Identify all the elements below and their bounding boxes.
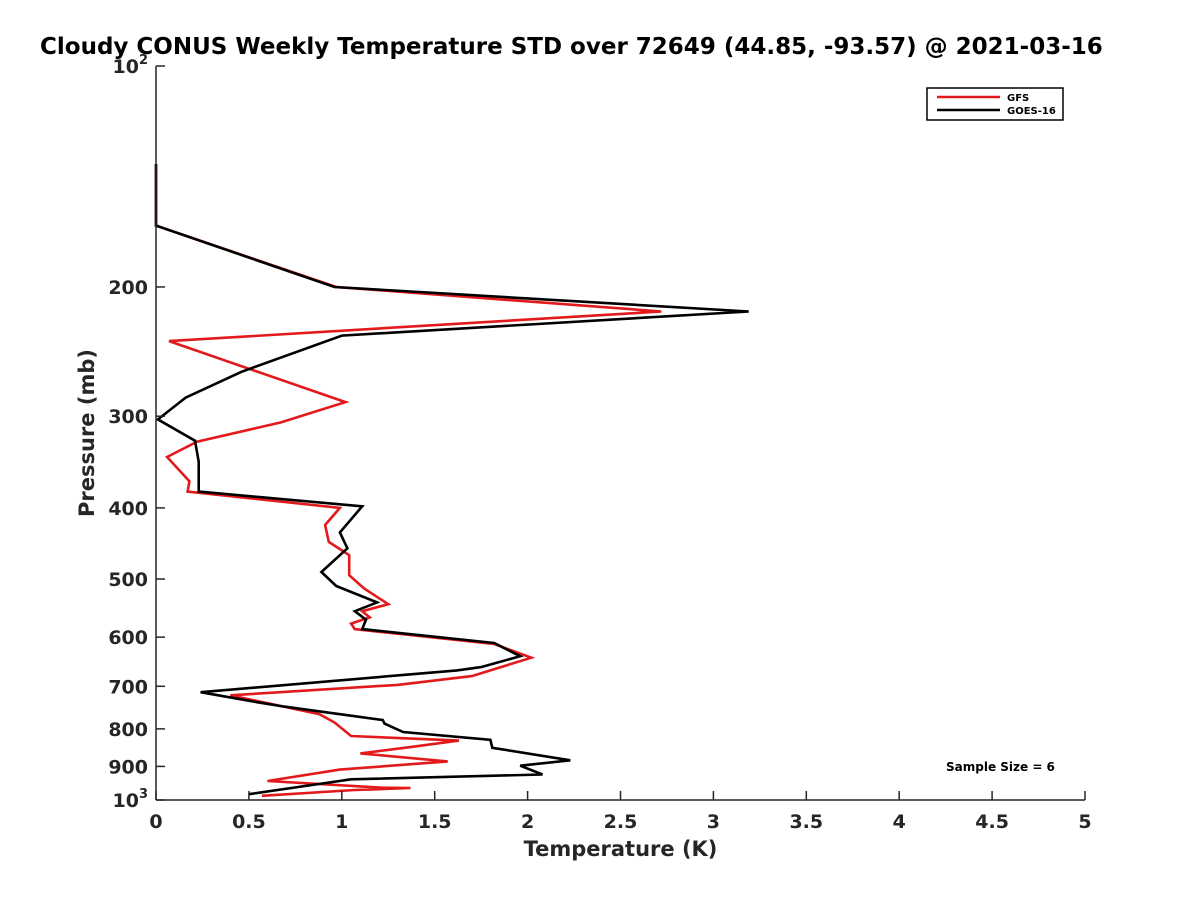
y-tick-label: 103 [113,787,149,812]
x-tick-label: 2.5 [604,811,638,833]
series-layer [154,164,749,798]
series-line-goes-16 [154,164,749,796]
x-tick-label: 0 [149,811,162,833]
y-tick-label: 900 [108,756,148,778]
legend: GFS GOES-16 [926,87,1064,121]
y-tick-label: 200 [108,277,148,299]
legend-box [926,87,1064,121]
y-tick-label: 700 [108,676,148,698]
series-line-gfs [154,164,662,798]
x-tick-label: 3.5 [789,811,823,833]
sample-size-annotation: Sample Size = 6 [946,760,1055,774]
x-tick-label: 0.5 [232,811,266,833]
x-tick-label: 3 [707,811,720,833]
chart-title: Cloudy CONUS Weekly Temperature STD over… [40,34,1103,60]
y-tick-label: 800 [108,719,148,741]
x-tick-label: 5 [1078,811,1091,833]
y-tick-label: 300 [108,406,148,428]
x-tick-label: 4.5 [975,811,1009,833]
x-tick-label: 4 [893,811,906,833]
axes-layer: 0 0.5 1 1.5 2 2.5 3 3.5 4 4.5 5 102 200 300 400 500 600 7… [108,53,1091,833]
x-axis-label: Temperature (K) [524,837,718,861]
y-tick-label: 600 [108,627,148,649]
y-tick-label: 500 [108,569,148,591]
y-tick-label: 400 [108,498,148,520]
y-axis-label: Pressure (mb) [75,349,99,517]
x-tick-label: 1.5 [418,811,452,833]
legend-label-gfs: GFS [1007,93,1029,104]
legend-label-goes16: GOES-16 [1007,106,1056,117]
y-tick-label: 102 [113,53,149,78]
x-tick-label: 2 [521,811,534,833]
x-tick-label: 1 [335,811,348,833]
